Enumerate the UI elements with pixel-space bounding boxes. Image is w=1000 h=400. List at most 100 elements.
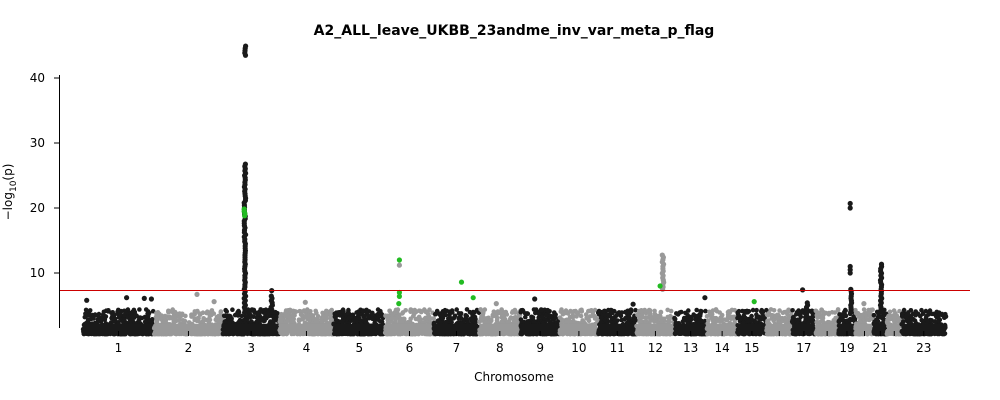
snp-point [648, 318, 653, 324]
snp-point [290, 313, 296, 318]
snp-point [513, 314, 518, 320]
snp-point [843, 308, 848, 314]
snp-point [593, 314, 598, 320]
snp-point [328, 310, 334, 315]
snp-point [483, 319, 489, 325]
snp-point [609, 315, 615, 321]
snp-point [846, 317, 852, 323]
snp-point [464, 307, 470, 312]
snp-point [780, 310, 786, 316]
snp-point [511, 318, 517, 324]
snp-point [817, 310, 822, 316]
snp-point [378, 308, 383, 314]
snp-point [698, 308, 703, 314]
snp-density-base [887, 323, 901, 334]
snp-point [559, 317, 565, 322]
chromosome-band-10 [557, 307, 601, 337]
snp-point [771, 308, 777, 313]
snp-point [637, 319, 642, 324]
snp-point [251, 314, 256, 320]
snp-point [932, 319, 938, 324]
snp-point [133, 312, 139, 318]
snp-point [389, 316, 395, 321]
snp-point [544, 312, 549, 318]
snp-point [206, 316, 212, 322]
snp-point [498, 310, 503, 316]
snp-point [680, 319, 686, 324]
snp-point [123, 310, 128, 316]
snp-point [509, 310, 515, 315]
snp-point [242, 161, 248, 167]
snp-point [628, 307, 634, 313]
snp-point [413, 309, 419, 315]
snp-point [887, 313, 893, 318]
snp-point [668, 308, 674, 314]
snp-point [642, 307, 647, 313]
snp-point [129, 318, 134, 323]
snp-point [279, 311, 284, 317]
snp-point [529, 314, 534, 320]
snp-point [96, 314, 101, 319]
snp-point [686, 316, 692, 322]
snp-point [713, 307, 719, 312]
snp-point [323, 315, 329, 321]
snp-point [100, 314, 105, 320]
snp-point [578, 313, 584, 319]
snp-point [686, 308, 691, 313]
snp-point [596, 308, 602, 314]
snp-point [470, 317, 476, 323]
snp-point [679, 309, 684, 315]
snp-point [725, 309, 731, 315]
snp-point [832, 310, 838, 315]
snp-point [200, 320, 205, 325]
snp-point [218, 310, 224, 315]
snp-point [672, 316, 678, 322]
snp-point [178, 313, 184, 319]
snp-point [891, 308, 897, 313]
snp-point [319, 318, 324, 324]
snp-point [116, 314, 122, 320]
peak-column-chr3 [241, 206, 248, 219]
snp-point [736, 314, 742, 319]
snp-point [324, 311, 330, 317]
snp-density-base [83, 323, 153, 334]
chromosome-band-5 [331, 307, 388, 337]
snp-point [400, 310, 406, 315]
snp-point [423, 315, 428, 321]
snp-point [432, 311, 438, 317]
snp-point [764, 312, 770, 318]
snp-point [518, 309, 524, 315]
snp-point [243, 314, 248, 319]
snp-point [254, 315, 260, 321]
snp-point [623, 309, 629, 315]
snp-point [809, 316, 815, 322]
snp-point [239, 313, 244, 319]
snp-density-base [279, 323, 333, 334]
snp-point [201, 316, 206, 321]
snp-point [533, 310, 538, 316]
snp-point [531, 307, 537, 312]
snp-point [923, 317, 929, 322]
snp-point [87, 308, 93, 313]
snp-point [444, 308, 449, 314]
snp-point [821, 310, 826, 315]
snp-point [370, 316, 375, 322]
snp-point [717, 310, 722, 315]
snp-point [452, 313, 458, 319]
snp-point [386, 320, 391, 325]
snp-point [383, 313, 388, 319]
snp-point [640, 314, 646, 320]
snp-point [478, 307, 483, 312]
snp-point [235, 310, 240, 316]
snp-point [449, 316, 454, 321]
chromosome-band-7 [431, 307, 482, 337]
snp-point [745, 309, 750, 314]
snp-point [574, 310, 580, 315]
snp-point [259, 318, 265, 323]
snp-density-base [479, 323, 520, 334]
snp-point [121, 319, 126, 325]
snp-point [345, 311, 350, 316]
snp-point [480, 312, 486, 317]
snp-density-base [873, 323, 886, 334]
